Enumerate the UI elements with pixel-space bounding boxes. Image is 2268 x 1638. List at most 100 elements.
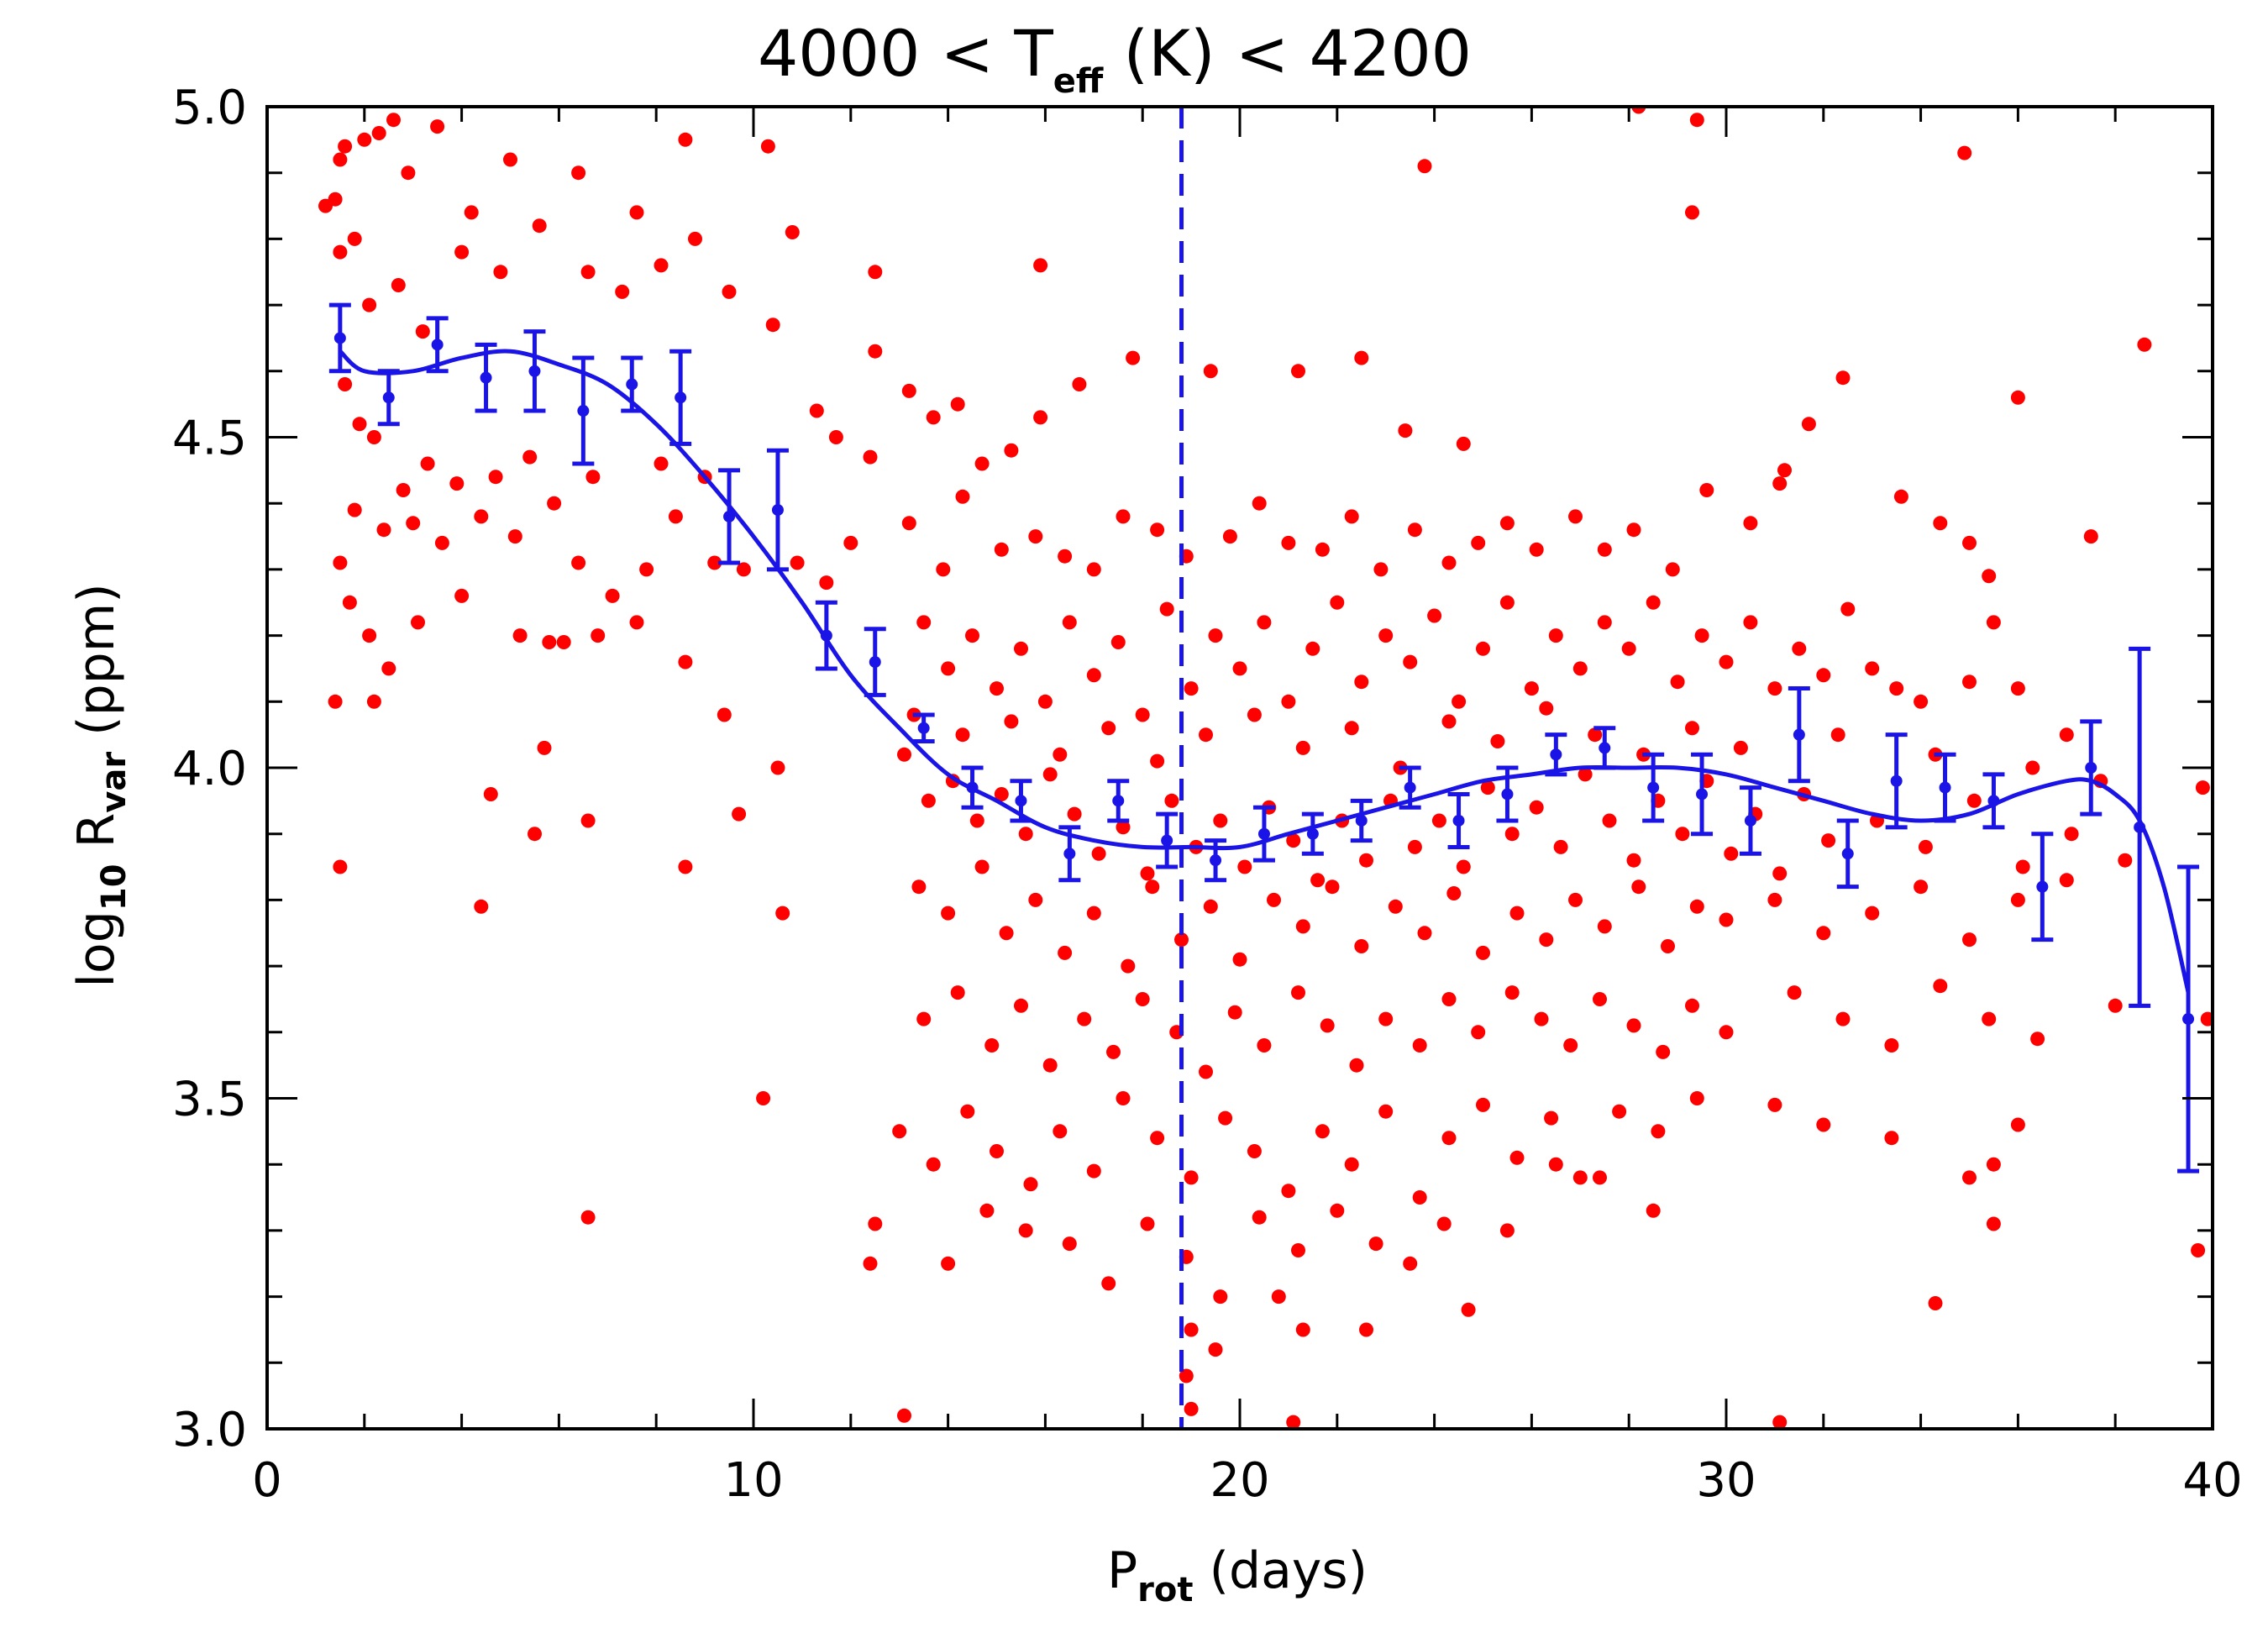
errorbar <box>1545 732 1567 777</box>
scatter-point <box>347 502 362 517</box>
errorbar-mean-point <box>1306 827 1319 840</box>
errorbar-mean-point <box>1015 795 1027 807</box>
scatter-point <box>629 615 644 630</box>
scatter-point <box>1490 734 1505 748</box>
title-subscript: eff <box>1053 62 1104 101</box>
scatter-point <box>1403 654 1418 669</box>
scatter-point <box>1865 661 1880 676</box>
scatter-point <box>1121 958 1136 974</box>
errorbar-mean-point <box>333 332 346 344</box>
errorbar-mean-point <box>1744 814 1756 827</box>
errorbar <box>426 316 449 374</box>
scatter-point <box>1028 529 1043 544</box>
scatter-point <box>1286 833 1301 848</box>
errorbar <box>572 355 595 466</box>
errorbar <box>1885 732 1908 830</box>
scatter-point <box>1164 793 1179 808</box>
scatter-point <box>1004 714 1019 729</box>
scatter-point <box>1072 377 1087 391</box>
scatter-point <box>1539 932 1554 948</box>
scatter-point <box>1325 879 1340 895</box>
scatter-point <box>1159 601 1174 617</box>
scatter-point <box>1257 615 1272 630</box>
scatter-point <box>357 132 372 147</box>
scatter-point <box>916 615 932 630</box>
scatter-point <box>1417 159 1432 174</box>
y-tick-label: 3.0 <box>172 1403 247 1457</box>
scatter-point <box>1116 509 1131 524</box>
scatter-point <box>474 899 489 914</box>
scatter-point <box>868 265 883 280</box>
y-tick-label: 3.5 <box>172 1073 247 1127</box>
scatter-point <box>999 926 1014 941</box>
scatter-point <box>994 787 1009 801</box>
scatter-point <box>488 470 503 485</box>
scatter-point <box>1694 628 1709 643</box>
scatter-point <box>1199 1064 1213 1079</box>
scatter-point <box>863 1256 878 1271</box>
scatter-point <box>965 628 979 643</box>
scatter-point <box>1884 1131 1899 1146</box>
errorbar <box>1010 779 1032 823</box>
scatter-point <box>1053 1124 1068 1139</box>
scatter-point <box>1928 1296 1943 1310</box>
scatter-point <box>1719 1025 1734 1040</box>
scatter-point <box>1378 628 1394 643</box>
scatter-point <box>362 297 377 312</box>
fit-line-group <box>339 349 2191 994</box>
scatter-point <box>474 509 489 524</box>
scatter-point <box>1247 707 1262 722</box>
scatter-point <box>556 635 571 649</box>
scatter-point <box>1213 813 1228 828</box>
scatter-point <box>901 516 916 531</box>
errorbar <box>1593 726 1616 770</box>
scatter-point <box>629 205 644 220</box>
scatter-point <box>1646 1203 1661 1218</box>
scatter-point <box>1597 919 1612 934</box>
errorbar <box>1252 805 1275 863</box>
scatter-point <box>411 615 425 630</box>
scatter-point <box>2015 859 2030 874</box>
errorbar-mean-point <box>382 391 395 404</box>
scatter-point <box>1602 813 1617 828</box>
scatter-point <box>396 483 411 497</box>
errorbar <box>1642 752 1665 823</box>
scatter-point <box>1767 892 1782 907</box>
scatter-point <box>1086 668 1101 683</box>
x-label-main: P <box>1107 1541 1137 1600</box>
scatter-point <box>1252 1210 1267 1225</box>
scatter-point <box>1310 873 1326 888</box>
scatter-point <box>386 113 401 128</box>
errorbar-mean-point <box>771 504 784 517</box>
scatter-point <box>1656 1044 1671 1059</box>
scatter-point <box>1033 410 1048 425</box>
scatter-point <box>1291 1243 1305 1257</box>
scatter-point <box>1724 846 1739 861</box>
scatter-point <box>333 859 348 874</box>
scatter-point <box>2010 1117 2025 1132</box>
scatter-point <box>960 1104 975 1119</box>
scatter-point <box>707 555 722 570</box>
scatter-point <box>338 377 353 391</box>
scatter-point <box>1816 926 1831 941</box>
scatter-point <box>347 231 362 246</box>
scatter-point <box>1354 939 1369 953</box>
scatter-point <box>654 456 669 471</box>
scatter-point <box>901 383 916 398</box>
scatter-point <box>1719 912 1734 927</box>
scatter-point <box>1986 1157 2001 1172</box>
scatter-point <box>1368 1236 1383 1252</box>
x-tick-label: 10 <box>723 1453 783 1508</box>
errorbar <box>1205 838 1227 883</box>
scatter-point <box>1914 879 1929 895</box>
scatter-point <box>1578 767 1593 782</box>
scatter-point <box>1772 476 1788 491</box>
scatter-point <box>941 1256 956 1271</box>
x-label-sub: rot <box>1137 1571 1193 1609</box>
scatter-point <box>1865 906 1880 921</box>
scatter-point <box>1441 714 1457 729</box>
errorbar-mean-point <box>2036 880 2049 893</box>
errorbar-mean-point <box>1696 788 1709 801</box>
scatter-point <box>1203 899 1218 914</box>
scatter-point <box>1476 945 1490 960</box>
